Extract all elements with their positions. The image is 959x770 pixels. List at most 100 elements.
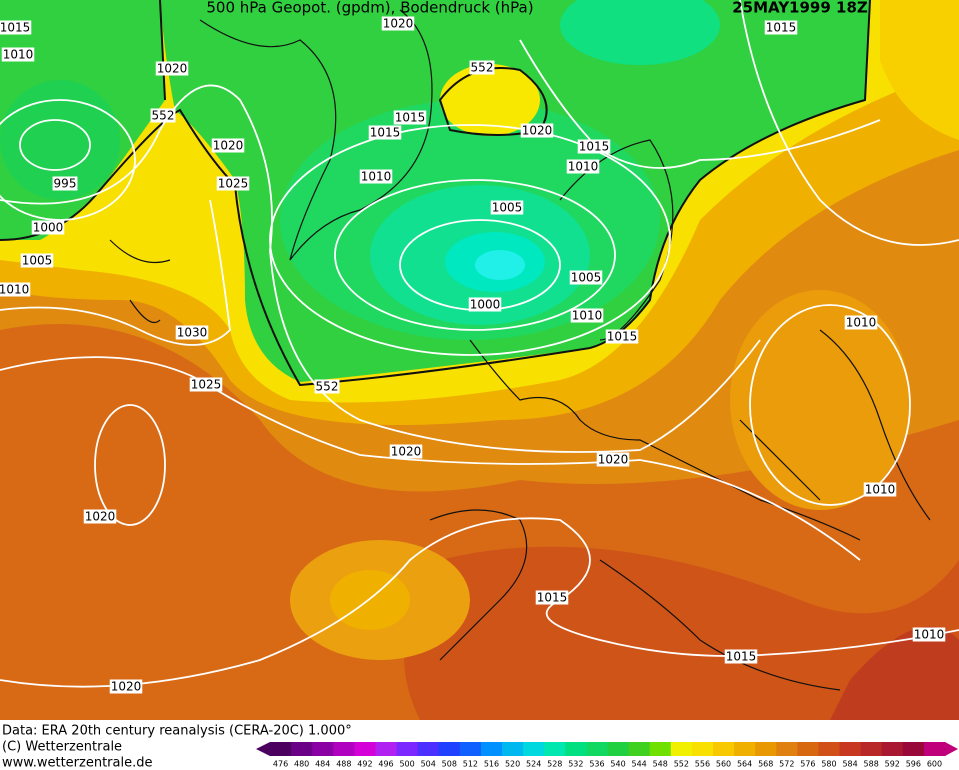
colorbar-swatch bbox=[670, 742, 693, 756]
contour-label-bg bbox=[359, 169, 393, 184]
contour-label-bg bbox=[109, 679, 143, 694]
colorbar-tick-label: 600 bbox=[927, 760, 942, 769]
contour-label: 1010 bbox=[914, 628, 945, 642]
contour-label-bg bbox=[468, 297, 502, 312]
isobars bbox=[0, 0, 959, 688]
colorbar-tick-label: 480 bbox=[294, 760, 309, 769]
map-date: 25MAY1999 18Z bbox=[732, 0, 868, 17]
contour-label-bg bbox=[314, 379, 340, 394]
contour-label-bg bbox=[912, 627, 946, 642]
contour-label: 1010 bbox=[568, 160, 599, 174]
contour-label-bg bbox=[863, 482, 897, 497]
colorbar-tick-label: 500 bbox=[399, 760, 414, 769]
colorbar-tick-label: 568 bbox=[758, 760, 773, 769]
field bbox=[0, 0, 959, 720]
colorbar-tick-label: 572 bbox=[779, 760, 794, 769]
colorbar-tick-label: 532 bbox=[568, 760, 583, 769]
contour-label: 1015 bbox=[579, 140, 610, 154]
contour-label: 1025 bbox=[191, 378, 222, 392]
colorbar-tick-label: 484 bbox=[315, 760, 330, 769]
contour-label: 1020 bbox=[157, 62, 188, 76]
colorbar-tick-label: 496 bbox=[378, 760, 393, 769]
contour-label-bg bbox=[577, 139, 611, 154]
contour-label-bg bbox=[1, 47, 35, 62]
contour-label: 552 bbox=[316, 380, 339, 394]
colorbar-tick-label: 592 bbox=[885, 760, 900, 769]
contour-label-bg bbox=[764, 20, 798, 35]
footer-copyright: (C) Wetterzentrale bbox=[2, 740, 122, 755]
contour-label: 1005 bbox=[492, 201, 523, 215]
contour-label-bg bbox=[535, 590, 569, 605]
contour-label: 1020 bbox=[85, 510, 116, 524]
contour-label: 1005 bbox=[22, 254, 53, 268]
colorbar-swatch bbox=[312, 742, 334, 756]
colorbar-arrow-right bbox=[945, 742, 958, 756]
colorbar-swatch bbox=[839, 742, 862, 756]
colorbar-tick-label: 516 bbox=[484, 760, 499, 769]
colorbar-tick-label: 556 bbox=[695, 760, 710, 769]
colorbar-tick-label: 576 bbox=[800, 760, 815, 769]
colorbar-tick-label: 476 bbox=[273, 760, 288, 769]
contour-label: 1010 bbox=[3, 48, 34, 62]
colorbar-swatch bbox=[776, 742, 798, 756]
colorbar-tick-label: 596 bbox=[906, 760, 921, 769]
contour-label: 1020 bbox=[383, 17, 414, 31]
colorbar-tick-label: 552 bbox=[674, 760, 689, 769]
contour-label-bg bbox=[520, 123, 554, 138]
colorbar-swatch bbox=[607, 742, 630, 756]
contour-label: 1010 bbox=[572, 309, 603, 323]
colorbar-arrow-left bbox=[256, 742, 270, 756]
contour-label: 1000 bbox=[33, 221, 64, 235]
colorbar-swatch bbox=[586, 742, 608, 756]
contour-label: 1015 bbox=[537, 591, 568, 605]
contour-label-bg bbox=[150, 108, 176, 123]
contour-label-bg bbox=[155, 61, 189, 76]
contour-label-bg bbox=[566, 159, 600, 174]
contour-label-bg bbox=[211, 138, 245, 153]
contour-label-bg bbox=[570, 308, 604, 323]
colorbar-swatch bbox=[649, 742, 672, 756]
contour-label: 1005 bbox=[571, 271, 602, 285]
map-title: 500 hPa Geopot. (gpdm), Bodendruck (hPa) bbox=[206, 0, 533, 17]
contour-label-bg bbox=[189, 377, 223, 392]
colorbar-tick-label: 524 bbox=[526, 760, 541, 769]
contour-label-bg bbox=[569, 270, 603, 285]
colorbar-tick-label: 588 bbox=[864, 760, 879, 769]
contour-label: 1015 bbox=[395, 111, 426, 125]
colorbar-tick-label: 520 bbox=[505, 760, 520, 769]
contour-label-bg bbox=[724, 649, 758, 664]
contour-label-bg bbox=[844, 315, 878, 330]
colorbar-swatch bbox=[881, 742, 904, 756]
colorbar-swatch bbox=[860, 742, 883, 756]
footer-url: www.wetterzentrale.de bbox=[2, 756, 152, 770]
contour-label: 1010 bbox=[865, 483, 896, 497]
colorbar-tick-label: 508 bbox=[442, 760, 457, 769]
contour-label: 1020 bbox=[598, 453, 629, 467]
colorbar-tick-label: 540 bbox=[610, 760, 625, 769]
contour-label: 1020 bbox=[522, 124, 553, 138]
contour-label: 1015 bbox=[370, 126, 401, 140]
contour-label-bg bbox=[490, 200, 524, 215]
contour-label-bg bbox=[389, 444, 423, 459]
contour-label-bg bbox=[381, 16, 415, 31]
contour-label: 1030 bbox=[177, 326, 208, 340]
contour-label-bg bbox=[0, 20, 32, 35]
colorbar-swatch bbox=[628, 742, 651, 756]
colorbar-swatch bbox=[438, 742, 461, 756]
colorbar-tick-label: 560 bbox=[716, 760, 731, 769]
colorbar-swatch bbox=[818, 742, 841, 756]
colorbar-swatch bbox=[375, 742, 398, 756]
contour-label: 1000 bbox=[470, 298, 501, 312]
colorbar-tick-label: 580 bbox=[821, 760, 836, 769]
contour-label-bg bbox=[469, 60, 495, 75]
colorbar-swatch bbox=[797, 742, 819, 756]
contour-label-bg bbox=[20, 253, 54, 268]
contour-label: 995 bbox=[54, 177, 77, 191]
colorbar-tick-label: 504 bbox=[421, 760, 436, 769]
colorbar-swatch bbox=[502, 742, 524, 756]
contour-label-bg bbox=[368, 125, 402, 140]
colorbar-tick-label: 564 bbox=[737, 760, 752, 769]
contour-label: 1020 bbox=[213, 139, 244, 153]
contour-label: 1015 bbox=[766, 21, 797, 35]
